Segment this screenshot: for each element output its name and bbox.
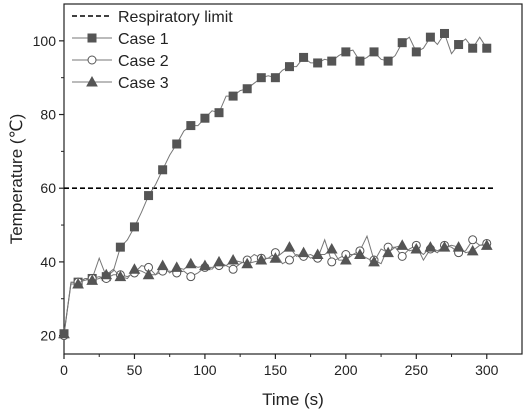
data-point (283, 241, 296, 252)
legend-marker (87, 55, 97, 65)
x-tick-label: 300 (475, 362, 499, 378)
y-axis-label: Temperature (℃) (7, 114, 26, 245)
series-layer (58, 28, 494, 341)
data-point (311, 248, 324, 260)
data-point (297, 246, 310, 258)
legend-entry: Case 2 (72, 53, 169, 70)
y-tick-label: 40 (40, 254, 56, 270)
data-point (299, 52, 309, 62)
data-point (144, 191, 154, 201)
data-point (325, 242, 338, 254)
data-point (468, 235, 478, 245)
data-point (100, 268, 113, 280)
data-point (255, 254, 268, 265)
plot-frame (63, 3, 523, 355)
data-point (313, 58, 323, 68)
data-point (72, 277, 84, 289)
x-axis-label: Time (s) (262, 390, 324, 409)
data-point (86, 274, 99, 285)
data-point (241, 257, 254, 269)
data-point (129, 222, 139, 232)
data-point (327, 257, 337, 267)
data-point (114, 270, 127, 282)
data-point (200, 113, 210, 123)
data-point (184, 257, 197, 269)
series-triangle (58, 239, 493, 339)
data-point (383, 56, 393, 66)
data-point (284, 62, 294, 72)
x-tick-label: 0 (60, 362, 68, 378)
data-point (199, 259, 211, 271)
x-tick-label: 250 (405, 362, 429, 378)
data-point (382, 246, 394, 258)
data-point (115, 242, 125, 252)
data-point (214, 108, 224, 118)
data-point (270, 73, 280, 83)
legend: Respiratory limit Case 1 Case 2 Case 3 (72, 9, 233, 92)
data-point (142, 268, 155, 280)
data-point (228, 264, 238, 274)
legend-label: Case 3 (118, 75, 169, 92)
y-tick-label: 60 (40, 180, 56, 196)
data-point (424, 241, 437, 252)
legend-marker (86, 75, 98, 87)
data-point (128, 263, 141, 274)
data-point (355, 56, 365, 66)
legend-label: Case 2 (118, 53, 169, 70)
data-point (213, 255, 225, 267)
data-point (170, 261, 183, 272)
data-point (438, 241, 451, 252)
data-point (339, 254, 352, 265)
data-point (156, 259, 169, 271)
data-point (452, 241, 465, 252)
plot-area (63, 3, 523, 355)
data-point (482, 43, 492, 53)
y-tick-label: 20 (40, 328, 56, 344)
data-point (172, 139, 182, 149)
data-point (341, 47, 351, 57)
data-point (284, 255, 294, 265)
data-point (439, 28, 449, 38)
legend-entry: Respiratory limit (72, 9, 233, 26)
data-point (480, 239, 493, 250)
data-point (327, 56, 337, 66)
legend-label: Case 1 (118, 31, 169, 48)
x-tick-label: 150 (264, 362, 288, 378)
data-point (411, 47, 421, 57)
data-point (397, 38, 407, 48)
data-point (269, 252, 282, 263)
data-point (466, 244, 479, 256)
data-point (242, 84, 252, 94)
y-tick-label: 80 (40, 107, 56, 123)
data-point (228, 91, 238, 101)
data-point (58, 327, 70, 339)
data-point (425, 32, 435, 42)
data-point (454, 40, 464, 50)
x-tick-label: 100 (193, 362, 217, 378)
legend-marker (87, 33, 97, 43)
legend-entry: Case 1 (72, 31, 169, 48)
data-point (369, 47, 379, 57)
data-point (158, 165, 168, 175)
legend-entry: Case 3 (72, 75, 169, 92)
data-point (396, 239, 409, 250)
data-point (410, 242, 423, 254)
data-point (397, 251, 407, 261)
x-tick-label: 200 (334, 362, 358, 378)
data-point (468, 43, 478, 53)
data-point (368, 255, 380, 267)
data-point (227, 254, 239, 265)
data-point (354, 248, 366, 260)
x-tick-label: 50 (127, 362, 143, 378)
y-tick-label: 100 (33, 33, 57, 49)
axes: 0 50 100 150 200 250 300 20 40 60 80 100 (33, 33, 499, 378)
legend-label: Respiratory limit (118, 9, 233, 26)
data-point (186, 121, 196, 131)
data-point (256, 73, 266, 83)
data-point (186, 272, 196, 282)
